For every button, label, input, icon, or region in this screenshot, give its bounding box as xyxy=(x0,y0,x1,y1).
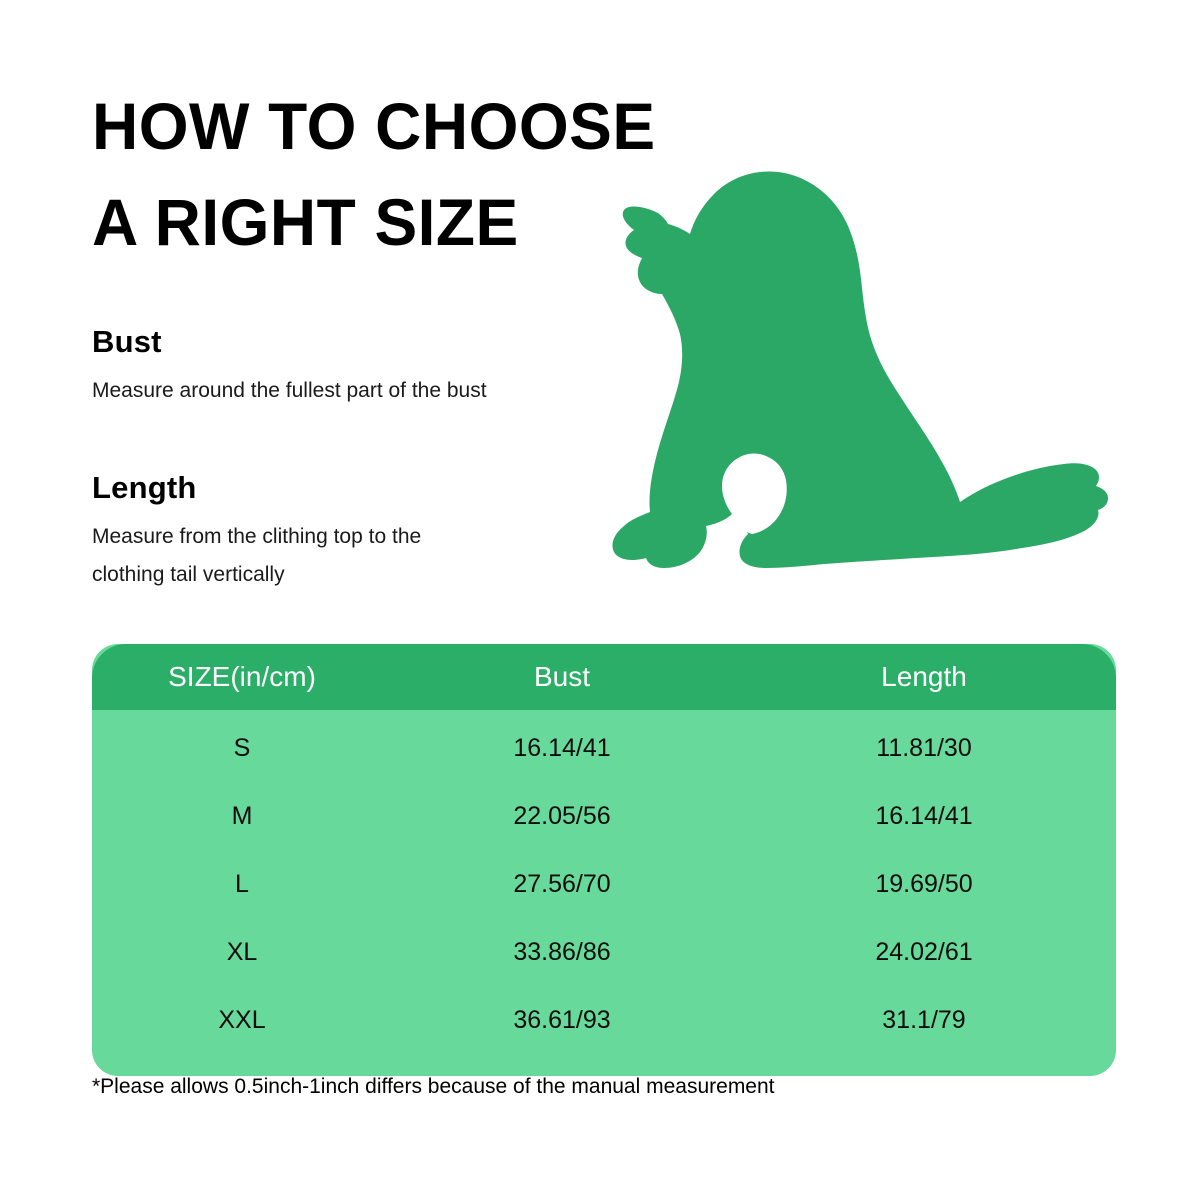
cell-length: 11.81/30 xyxy=(876,733,972,762)
cell-size: M xyxy=(231,801,253,830)
cell-size: XXL xyxy=(218,1005,266,1034)
measure-section-bust: Bust Measure around the fullest part of … xyxy=(92,322,612,410)
cell-size: L xyxy=(235,869,249,898)
section-description-length: Measure from the clithing top to the clo… xyxy=(92,518,612,594)
table-row: M 22.05/56 16.14/41 xyxy=(92,782,1116,850)
page-title: HOW TO CHOOSE A RIGHT SIZE xyxy=(92,78,692,270)
cell-bust: 33.86/86 xyxy=(513,937,611,966)
page-title-line-1: HOW TO CHOOSE xyxy=(92,89,656,163)
cell-length: 31.1/79 xyxy=(882,1005,966,1034)
table-header-length: Length xyxy=(881,661,967,692)
dog-silhouette-icon xyxy=(612,171,1108,568)
section-description-length-line-1: Measure from the clithing top to the xyxy=(92,525,422,548)
table-header-bust: Bust xyxy=(533,661,591,692)
table-row: XL 33.86/86 24.02/61 xyxy=(92,918,1116,986)
page-title-line-2: A RIGHT SIZE xyxy=(92,185,519,259)
dog-silhouette-illustration xyxy=(600,120,1140,590)
cell-bust: 16.14/41 xyxy=(513,733,611,762)
cell-size: XL xyxy=(226,937,258,966)
cell-size: S xyxy=(233,733,251,762)
cell-bust: 36.61/93 xyxy=(513,1005,611,1034)
cell-bust: 22.05/56 xyxy=(513,801,611,830)
table-row: L 27.56/70 19.69/50 xyxy=(92,850,1116,918)
cell-length: 19.69/50 xyxy=(875,869,973,898)
section-heading-bust: Bust xyxy=(92,324,162,359)
cell-bust: 27.56/70 xyxy=(513,869,611,898)
table-header-size: SIZE(in/cm) xyxy=(168,661,316,692)
section-description-bust: Measure around the fullest part of the b… xyxy=(92,372,612,410)
size-table: SIZE(in/cm) Bust Length S 16.14/41 11.81… xyxy=(92,644,1116,1076)
section-description-bust-line-1: Measure around the fullest part of the b… xyxy=(92,379,487,402)
cell-length: 24.02/61 xyxy=(875,937,973,966)
table-row: S 16.14/41 11.81/30 xyxy=(92,714,1116,782)
measurement-disclaimer: *Please allows 0.5inch-1inch differs bec… xyxy=(92,1075,775,1098)
table-header-row: SIZE(in/cm) Bust Length xyxy=(92,644,1116,710)
cell-length: 16.14/41 xyxy=(875,801,973,830)
section-heading-length: Length xyxy=(92,470,197,505)
table-body: S 16.14/41 11.81/30 M 22.05/56 16.14/41 … xyxy=(92,710,1116,1076)
measure-section-length: Length Measure from the clithing top to … xyxy=(92,468,612,594)
section-description-length-line-2: clothing tail vertically xyxy=(92,563,285,586)
table-row: XXL 36.61/93 31.1/79 xyxy=(92,986,1116,1054)
